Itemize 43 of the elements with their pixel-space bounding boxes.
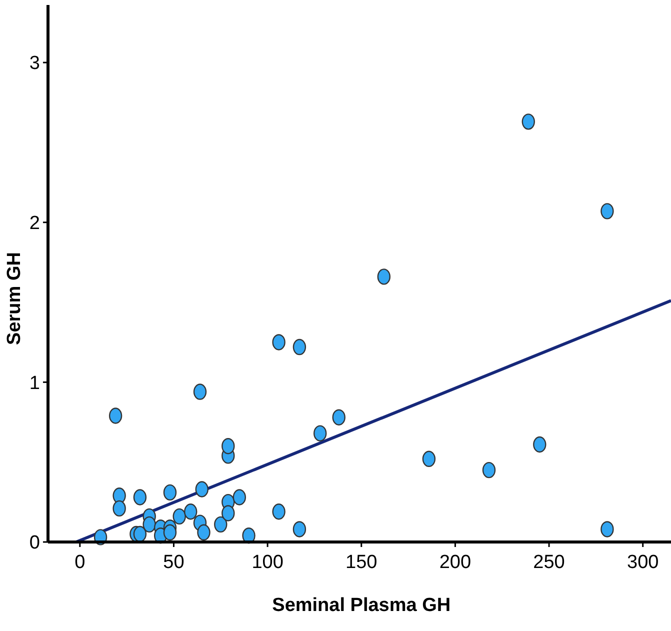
point [222,505,235,522]
point [292,338,306,356]
x-tick-label: 0 [74,552,86,573]
y-tick-label: 2 [29,213,40,234]
point [222,438,235,454]
point [272,504,286,520]
point [600,203,614,220]
x-axis-title: Seminal Plasma GH [272,595,451,616]
point [163,484,177,501]
point [377,268,390,285]
point [172,508,186,525]
point [292,521,306,538]
point [142,516,156,533]
point [193,384,207,400]
point [232,489,246,506]
x-tick-label: 100 [252,552,284,573]
y-tick-label: 1 [29,372,40,394]
point [522,114,535,130]
point [112,488,126,504]
point [108,408,122,424]
point [163,524,177,541]
point [214,516,228,533]
x-tick-label: 50 [163,552,184,573]
point [332,409,346,426]
point [313,425,327,442]
x-tick-label: 200 [439,552,472,573]
point [272,334,286,350]
x-tick-label: 150 [346,552,378,573]
x-tick-label: 250 [533,552,565,573]
point [133,489,147,506]
x-tick-label: 300 [627,552,659,573]
point [184,504,198,520]
y-tick-label: 3 [29,53,40,74]
point [195,481,208,498]
point [133,526,147,542]
point [482,462,496,478]
point [197,524,210,541]
point [112,500,126,517]
y-tick-label: 0 [29,532,40,554]
point [422,450,436,467]
point [600,521,614,538]
y-axis-title: Serum GH [4,252,25,345]
point [533,436,546,453]
